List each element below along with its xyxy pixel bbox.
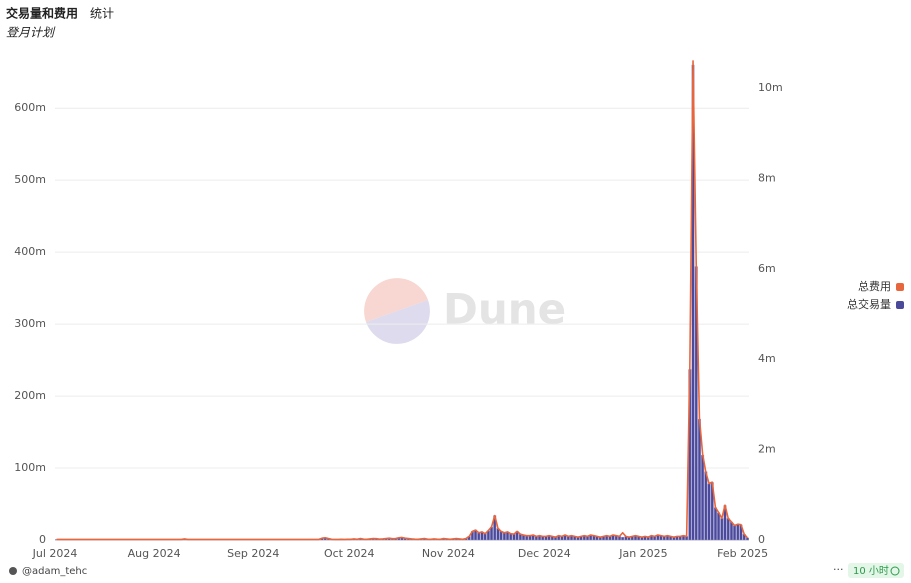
watermark: Dune [364,278,566,344]
bar [713,507,717,541]
watermark-text: Dune [443,285,566,334]
bar [701,454,705,541]
y-tick-label: 0 [39,533,46,546]
age-badge [848,563,904,578]
x-tick-label: Dec 2024 [518,547,571,560]
grid [55,107,749,541]
bar [736,523,740,541]
bar [726,518,730,541]
x-tick-label: Jan 2025 [618,547,667,560]
x-tick-label: Nov 2024 [422,547,475,560]
bar [704,471,708,541]
chart-title: 交易量和费用 [6,6,78,21]
legend-swatch [896,283,904,291]
y2-tick-label: 2m [758,443,776,456]
bar [483,533,487,541]
bar [717,512,721,541]
x-tick-label: Oct 2024 [324,547,375,560]
footer: @adam_tehc ··· 10 小时 [9,563,904,578]
bar [729,521,733,541]
age-icon [890,566,900,576]
bar [697,418,701,541]
y2-tick-label: 10m [758,81,783,94]
author[interactable]: @adam_tehc [22,566,87,577]
chart-subtitle: 登月计划 [6,26,56,40]
y2-tick-label: 8m [758,171,776,184]
x-tick-label: Aug 2024 [128,547,181,560]
line [56,60,749,541]
y2-tick-label: 6m [758,262,776,275]
bar [512,534,516,541]
y-tick-label: 500m [14,173,46,186]
y-tick-label: 600m [14,101,46,114]
x-tick-label: Jul 2024 [32,547,78,560]
bar [745,537,749,541]
legend-swatch [896,301,904,309]
y2-tick-label: 4m [758,352,776,365]
tab-label[interactable]: 统计 [90,7,114,21]
bar [733,525,737,541]
legend-label: 总费用 [858,279,891,293]
bar [720,518,724,541]
y-tick-label: 100m [14,461,46,474]
bar [707,483,711,541]
bar [477,532,481,541]
y2-tick-label: 0 [758,533,765,546]
author-icon [9,567,17,575]
watermark-logo [364,278,428,322]
bar [621,536,625,541]
y-tick-label: 400m [14,245,46,258]
x-tick-label: Feb 2025 [717,547,768,560]
age: 10 小时 [853,565,889,577]
y-tick-label: 200m [14,389,46,402]
more-menu[interactable]: ··· [833,563,844,576]
bar [502,532,506,541]
y-tick-label: 300m [14,317,46,330]
watermark-logo [366,300,430,344]
legend-label: 总交易量 [847,297,891,311]
x-tick-label: Sep 2024 [227,547,279,560]
